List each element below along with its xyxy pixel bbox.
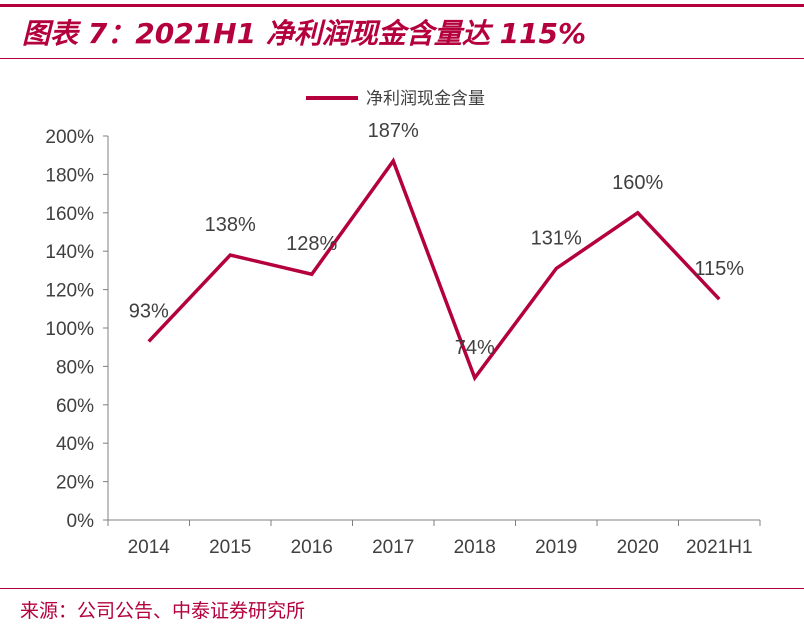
data-label: 93% [129,300,169,322]
x-tick-label: 2020 [617,537,659,558]
top-rule [0,4,804,7]
x-tick-label: 2018 [454,537,496,558]
figure-title: 图表 7：2021H1 净利润现金含量达 115% [22,17,587,50]
bottom-rule [0,588,804,589]
x-tick-label: 2016 [291,537,333,558]
legend-label: 净利润现金含量 [366,89,485,109]
data-label: 138% [205,214,256,236]
y-tick-label: 60% [56,396,94,417]
y-tick-label: 120% [45,281,94,302]
line-chart: 净利润现金含量 0% 20% 40% 60% 80% 100% 120% 140% 160% 18… [45,89,761,558]
x-tick-label: 2021H1 [686,537,753,558]
legend: 净利润现金含量 [306,89,485,109]
x-axis: 2014 2015 2016 2017 2018 2019 2020 2021H1 [107,519,761,558]
y-tick-label: 40% [56,434,94,455]
x-tick-label: 2017 [372,537,414,558]
x-tick-label: 2019 [535,537,577,558]
data-label: 128% [286,233,337,255]
y-tick-label: 200% [45,127,94,148]
source-note: 来源：公司公告、中泰证券研究所 [20,600,306,622]
data-label: 115% [694,258,744,280]
series-line [147,157,721,382]
y-tick-label: 0% [67,511,95,532]
y-axis: 0% 20% 40% 60% 80% 100% 120% 140% 160% 180% 200% [45,127,109,532]
data-label: 187% [368,120,419,142]
y-tick-label: 80% [56,357,94,378]
y-tick-label: 180% [45,165,94,186]
data-label: 131% [531,227,582,249]
x-tick-label: 2014 [128,537,171,558]
data-label: 74% [455,337,495,359]
title-rule [0,58,804,59]
y-tick-label: 100% [45,319,94,340]
x-tick-label: 2015 [209,537,251,558]
y-tick-label: 160% [45,204,94,225]
y-tick-label: 20% [56,473,94,494]
plot-area: 93% 138% 128% 187% 74% 131% 160% 115% [129,120,744,382]
y-tick-label: 140% [45,242,94,263]
data-label: 160% [612,172,663,194]
